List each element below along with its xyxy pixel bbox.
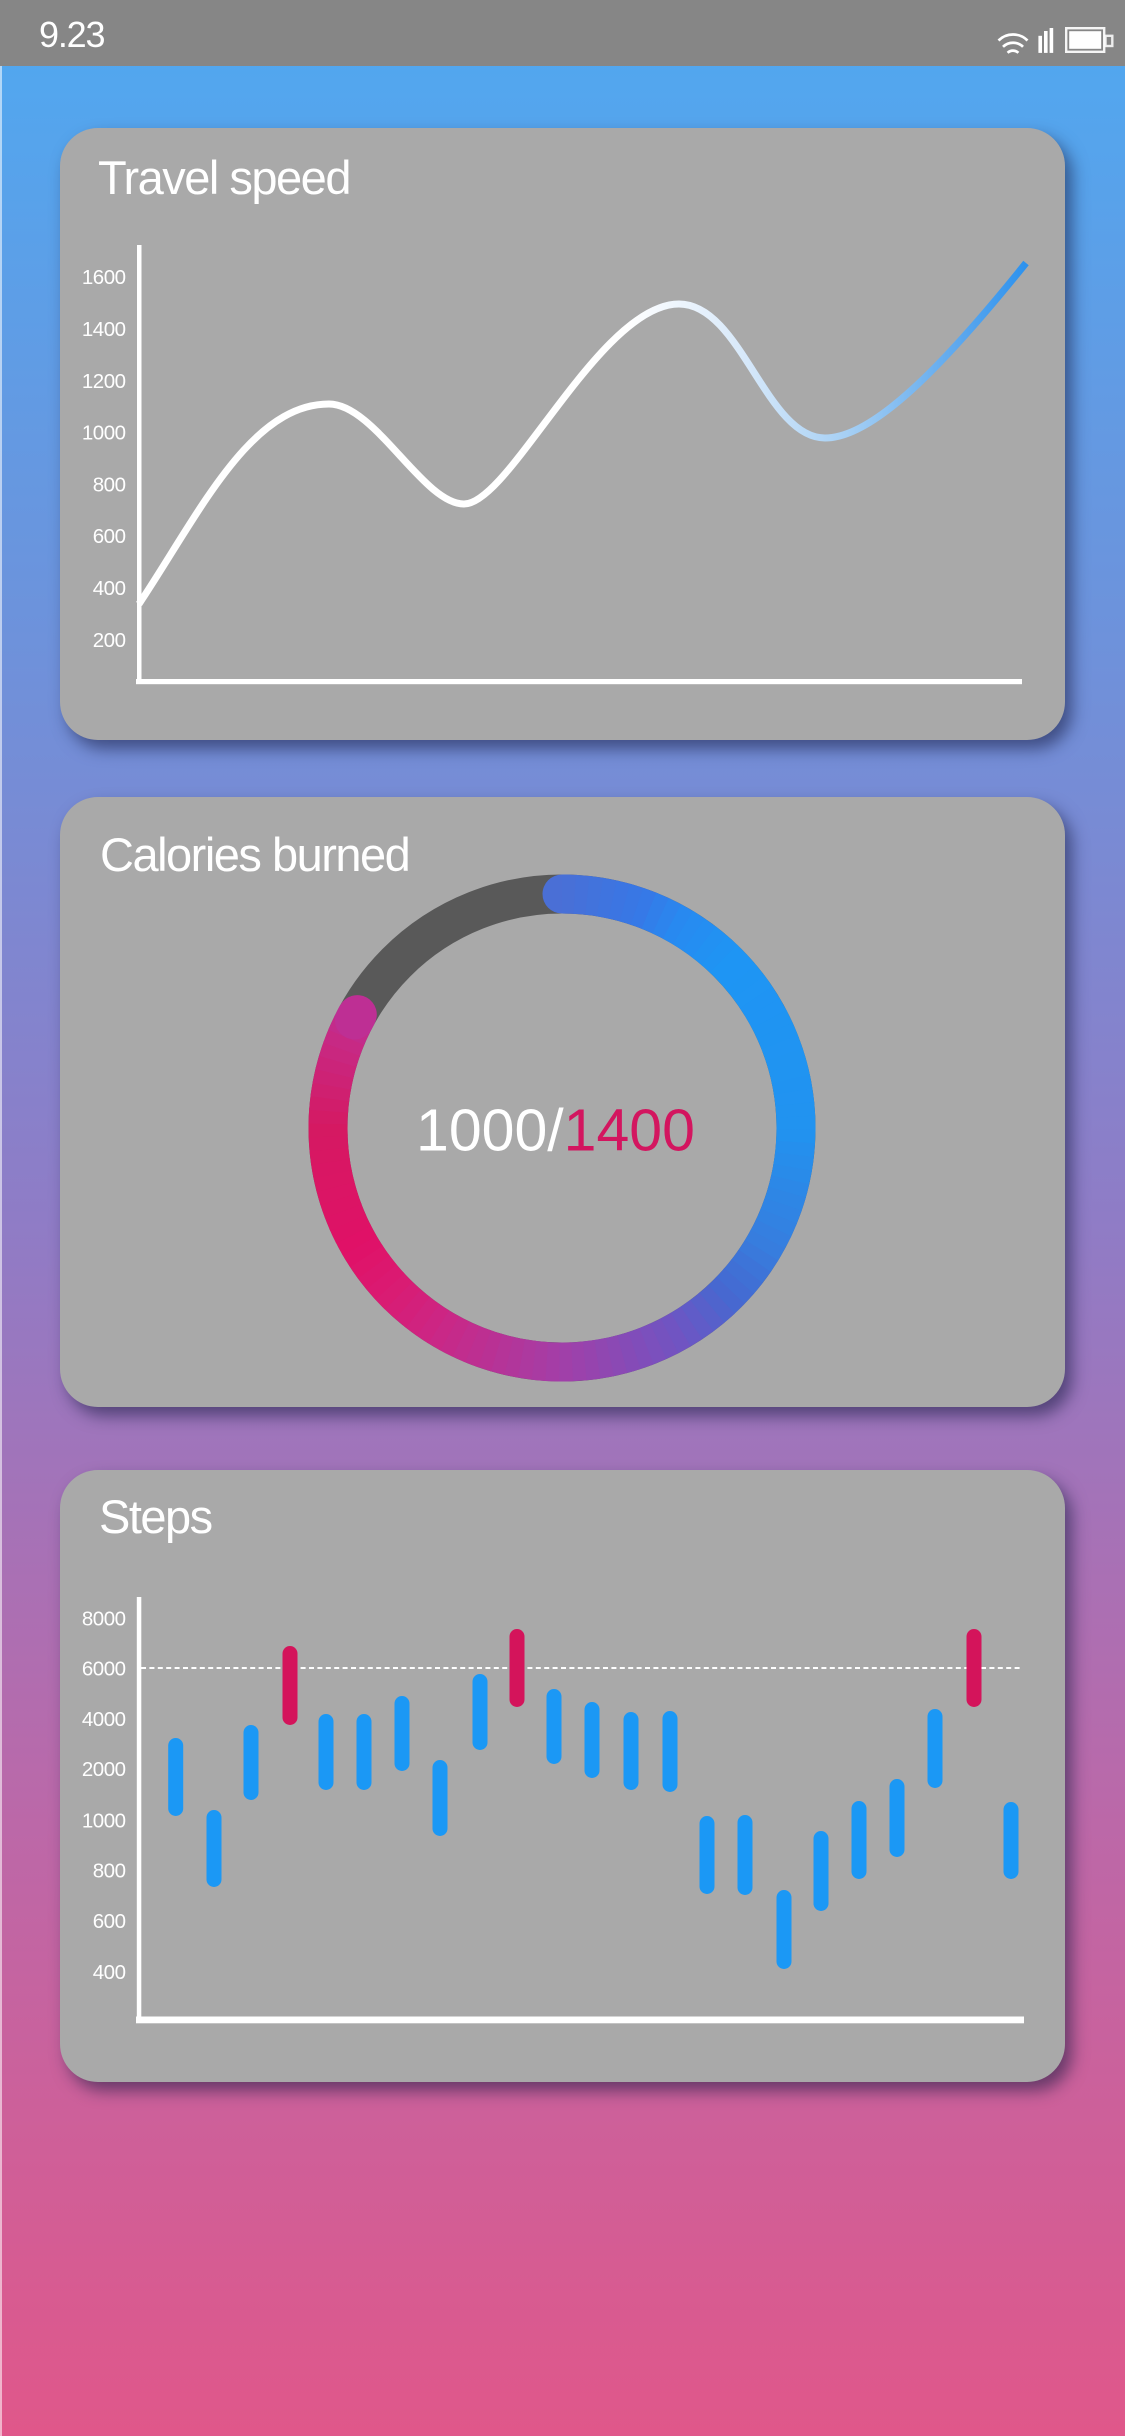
svg-text:200: 200 — [93, 629, 126, 652]
svg-text:600: 600 — [93, 1910, 126, 1933]
svg-text:4000: 4000 — [82, 1708, 126, 1731]
svg-text:1000: 1000 — [82, 1809, 126, 1832]
svg-text:400: 400 — [93, 1961, 126, 1984]
svg-text:1600: 1600 — [82, 266, 126, 289]
svg-text:1400: 1400 — [82, 318, 126, 341]
svg-text:600: 600 — [93, 525, 126, 548]
svg-text:800: 800 — [93, 473, 126, 496]
svg-text:1200: 1200 — [82, 370, 126, 393]
svg-text:2000: 2000 — [82, 1758, 126, 1781]
svg-text:800: 800 — [93, 1860, 126, 1883]
svg-text:400: 400 — [93, 577, 126, 600]
svg-text:1000/1400: 1000/1400 — [416, 1098, 695, 1164]
svg-text:6000: 6000 — [82, 1658, 126, 1681]
svg-text:8000: 8000 — [82, 1607, 126, 1630]
svg-text:1000: 1000 — [82, 422, 126, 445]
